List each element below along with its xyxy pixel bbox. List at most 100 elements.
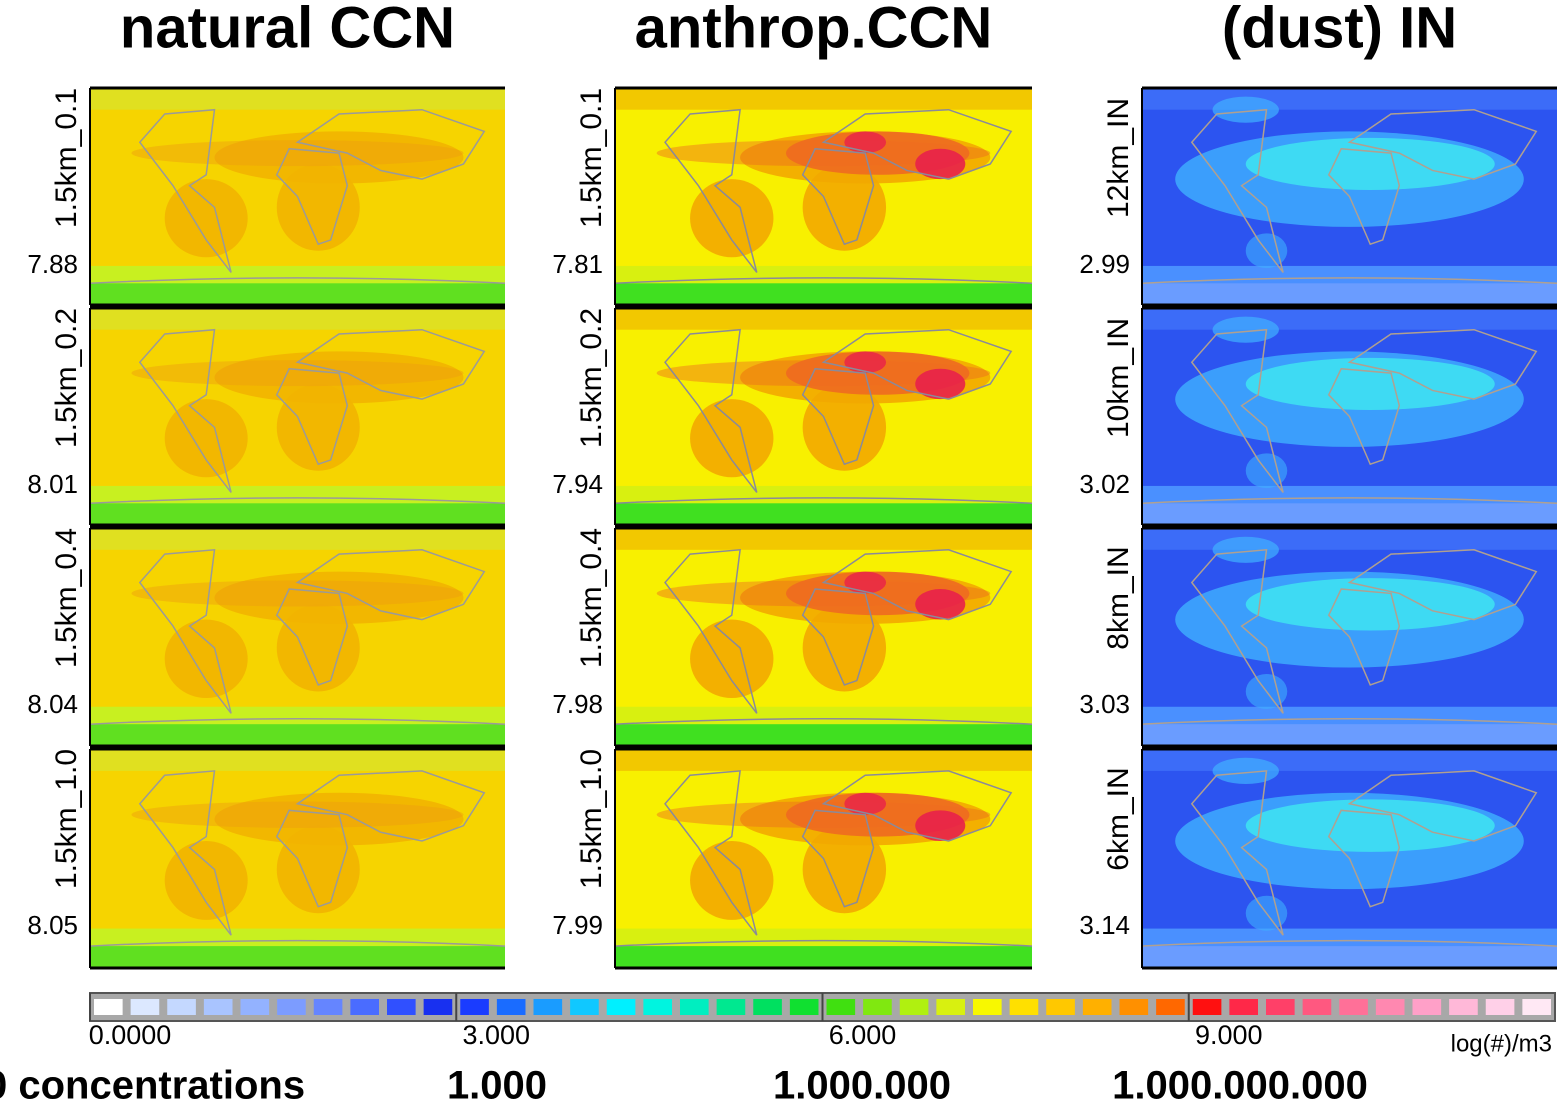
row-label: 10km_IN [1102, 318, 1135, 438]
map [615, 88, 1032, 305]
colorbar-swatch [1192, 999, 1222, 1015]
colorbar-swatch [643, 999, 672, 1015]
colorbar-swatch [423, 999, 453, 1015]
map-region [915, 368, 966, 400]
map-region [690, 399, 774, 478]
map-top [615, 88, 1032, 110]
map-panel [614, 747, 1032, 970]
colorbar-swatch [863, 999, 892, 1015]
colorbar-tick-label: 6.000 [829, 1020, 897, 1050]
row-label: 12km_IN [1102, 98, 1135, 218]
panel-value: 7.81 [552, 249, 603, 279]
column-title: (dust) IN [1222, 0, 1457, 60]
coastline [664, 548, 758, 714]
colorbar-swatch [1229, 999, 1258, 1015]
map-band [615, 485, 1032, 508]
colorbar-swatch [1156, 999, 1185, 1015]
map-region [1212, 96, 1279, 123]
colorbar-swatch [1375, 999, 1405, 1015]
coastline [1142, 277, 1557, 285]
coastline [1327, 367, 1401, 466]
coastline [138, 108, 232, 273]
map-region [1245, 357, 1495, 410]
colorbar-swatch [130, 999, 160, 1015]
coastline [801, 588, 875, 686]
map-bottom [615, 283, 1032, 305]
map [1142, 88, 1557, 305]
map-bottom [615, 724, 1032, 746]
map-region [276, 383, 360, 471]
map-panel [1141, 526, 1557, 748]
colorbar-swatch [94, 999, 123, 1015]
row-label: 1.5km_1.0 [50, 749, 83, 889]
coastline [275, 367, 349, 466]
map-region [690, 179, 774, 258]
map-region [214, 351, 464, 404]
coastline [1190, 770, 1284, 936]
colorbar-swatch [716, 999, 746, 1015]
colorbar-swatch [1046, 999, 1075, 1015]
row-label: 1.5km_0.4 [575, 528, 608, 668]
map [90, 749, 505, 968]
coastline [1327, 588, 1401, 686]
map-band [90, 265, 505, 288]
map-region [214, 792, 464, 846]
map-region [164, 840, 248, 920]
map-region [915, 148, 966, 180]
map-band [615, 928, 1032, 951]
map-band [90, 928, 505, 951]
map-top [1142, 749, 1557, 771]
coastline [821, 328, 1013, 400]
map-band [615, 265, 1032, 288]
map-panel [1141, 86, 1557, 307]
map-region [690, 840, 774, 920]
coastline [1190, 108, 1284, 273]
map-top [1142, 528, 1557, 550]
map-bottom [615, 503, 1032, 525]
coastline [295, 770, 486, 842]
map-region [1245, 578, 1495, 631]
map-panel [614, 306, 1032, 527]
coastline [275, 809, 349, 908]
row-label: 8km_IN [1102, 546, 1135, 649]
map-region [164, 619, 248, 699]
colorbar-swatch [826, 999, 856, 1015]
map [90, 528, 505, 746]
coastline [138, 548, 232, 714]
map-region [131, 580, 464, 607]
map-panel [1141, 747, 1557, 970]
map-band [1142, 706, 1557, 729]
coastline [1190, 328, 1284, 493]
colorbar-swatch [1449, 999, 1478, 1015]
colorbar-unit: log(#)/m3 [1451, 1030, 1552, 1057]
coastline [664, 108, 758, 273]
map-top [90, 88, 505, 110]
coastline [801, 809, 875, 908]
colorbar-swatch [1119, 999, 1149, 1015]
map-panel [1141, 306, 1557, 527]
map-bottom [90, 724, 505, 746]
map-region [131, 801, 464, 828]
map-region [915, 810, 966, 841]
coastline [1327, 147, 1401, 246]
colorbar-swatch [1009, 999, 1039, 1015]
map-bottom [1142, 946, 1557, 968]
map-bottom [615, 946, 1032, 968]
map-region [1245, 799, 1495, 852]
panel-value: 3.02 [1079, 469, 1130, 499]
colorbar-swatch [936, 999, 965, 1015]
row-label: 1.5km_0.1 [50, 88, 83, 228]
map-region [131, 360, 464, 387]
panel-value: 3.03 [1079, 689, 1130, 719]
map-region [1212, 536, 1279, 563]
map [615, 528, 1032, 746]
map [1142, 528, 1557, 746]
colorbar-swatch [1339, 999, 1368, 1015]
map-band [90, 485, 505, 508]
row-label: 1.5km_1.0 [575, 749, 608, 889]
coastline [1142, 497, 1557, 505]
map [90, 308, 505, 525]
panel-value: 7.98 [552, 689, 603, 719]
coastline [90, 939, 505, 947]
map-band [615, 706, 1032, 729]
